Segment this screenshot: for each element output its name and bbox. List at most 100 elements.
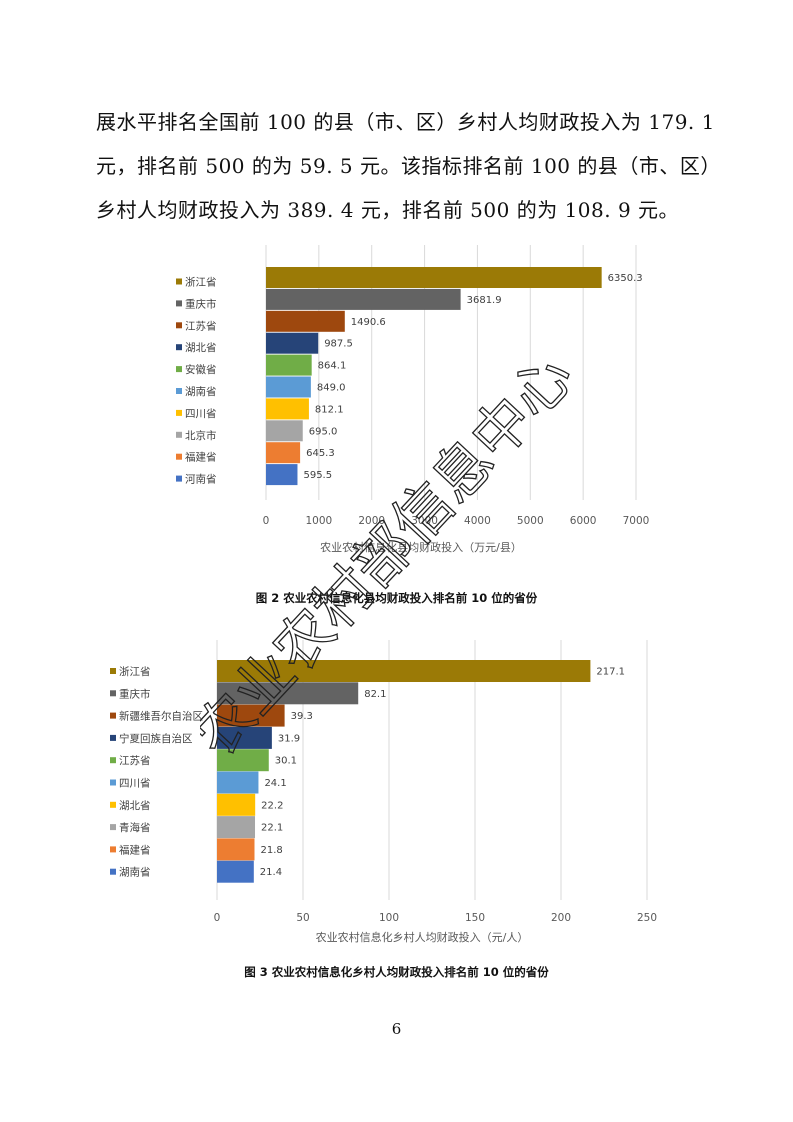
- legend-label: 湖北省: [119, 799, 151, 812]
- legend-label: 北京市: [185, 429, 217, 442]
- bar: [217, 860, 254, 883]
- legend-label: 四川省: [119, 777, 151, 790]
- legend-swatch: [110, 712, 116, 719]
- legend-label: 湖南省: [185, 385, 217, 398]
- x-axis-title: 农业农村信息化乡村人均财政投入（元/人）: [316, 930, 529, 944]
- x-axis-title: 农业农村信息化县均财政投入（万元/县）: [320, 540, 522, 554]
- bar: [266, 376, 311, 398]
- bar-value-label: 21.8: [260, 845, 282, 856]
- bar-value-label: 30.1: [275, 756, 297, 767]
- bar-value-label: 22.2: [261, 800, 283, 811]
- bar-value-label: 6350.3: [608, 273, 643, 284]
- x-tick-label: 1000: [305, 515, 332, 527]
- bar-value-label: 31.9: [278, 733, 300, 744]
- x-tick-label: 0: [214, 912, 221, 924]
- legend-swatch: [176, 409, 182, 416]
- bar-value-label: 849.0: [317, 383, 346, 394]
- legend-swatch: [110, 868, 116, 875]
- x-tick-label: 100: [379, 912, 399, 924]
- legend-label: 浙江省: [185, 276, 217, 289]
- legend-label: 重庆市: [119, 687, 151, 700]
- bar-value-label: 24.1: [264, 778, 286, 789]
- legend-swatch: [176, 278, 182, 285]
- x-tick-label: 2000: [358, 515, 385, 527]
- bar: [217, 704, 285, 727]
- bar: [266, 267, 602, 288]
- legend-label: 安徽省: [185, 363, 217, 376]
- x-tick-label: 3000: [411, 515, 438, 527]
- body-line: 乡村人均财政投入为 389. 4 元，排名前 500 的为 108. 9 元。: [96, 198, 680, 222]
- bar-value-label: 595.5: [303, 470, 332, 481]
- legend-swatch: [110, 757, 116, 764]
- legend-swatch: [110, 846, 116, 853]
- legend-label: 福建省: [185, 451, 217, 464]
- body-line: 元，排名前 500 的为 59. 5 元。该指标排名前 100 的县（市、区）: [96, 154, 721, 178]
- body-paragraph: 展水平排名全国前 100 的县（市、区）乡村人均财政投入为 179. 1 元，排…: [96, 100, 721, 232]
- bar: [217, 660, 591, 682]
- legend-label: 宁夏回族自治区: [119, 732, 193, 745]
- bar-value-label: 217.1: [596, 667, 625, 678]
- bar: [217, 749, 269, 772]
- legend-swatch: [110, 779, 116, 786]
- legend-swatch: [176, 388, 182, 394]
- legend-label: 福建省: [119, 843, 151, 856]
- legend-swatch: [176, 366, 182, 373]
- bar-value-label: 3681.9: [467, 295, 502, 306]
- bar: [266, 398, 309, 420]
- legend-label: 浙江省: [119, 665, 151, 678]
- legend-label: 四川省: [185, 407, 217, 420]
- legend-swatch: [110, 824, 116, 831]
- bar: [266, 288, 461, 310]
- bar: [217, 726, 272, 749]
- legend-swatch: [176, 475, 182, 482]
- bar-value-label: 864.1: [318, 361, 347, 372]
- x-tick-label: 0: [263, 515, 270, 527]
- x-tick-label: 50: [296, 912, 309, 924]
- bar: [266, 464, 298, 486]
- bar-value-label: 82.1: [364, 689, 386, 700]
- bar-value-label: 645.3: [306, 448, 335, 459]
- x-tick-label: 7000: [623, 515, 650, 527]
- legend-label: 江苏省: [185, 319, 217, 332]
- body-line: 展水平排名全国前 100 的县（市、区）乡村人均财政投入为 179. 1: [96, 110, 715, 134]
- x-tick-label: 4000: [464, 515, 491, 527]
- bar: [266, 442, 301, 464]
- legend-label: 湖南省: [119, 866, 151, 879]
- figure-caption-2: 图 2 农业农村信息化县均财政投入排名前 10 位的省份: [255, 591, 538, 605]
- legend-label: 新疆维吾尔自治区: [119, 710, 203, 723]
- bar: [217, 682, 359, 705]
- bar-value-label: 39.3: [291, 711, 313, 722]
- page-number: 6: [391, 1020, 402, 1038]
- legend-label: 湖北省: [185, 341, 217, 354]
- legend-label: 河南省: [185, 473, 217, 486]
- legend-label: 青海省: [119, 821, 151, 834]
- legend-swatch: [110, 690, 116, 697]
- bar: [217, 771, 259, 794]
- legend-label: 江苏省: [119, 754, 151, 767]
- bar-value-label: 22.1: [261, 823, 283, 834]
- legend-swatch: [176, 300, 182, 307]
- bar-value-label: 987.5: [324, 339, 353, 350]
- legend-swatch: [110, 668, 116, 674]
- legend-swatch: [110, 801, 116, 808]
- bar: [266, 332, 319, 354]
- legend-swatch: [176, 344, 182, 351]
- x-tick-label: 5000: [517, 515, 544, 527]
- bar: [217, 816, 256, 839]
- bar-value-label: 21.4: [260, 867, 282, 878]
- x-tick-label: 150: [465, 912, 485, 924]
- bar: [217, 793, 256, 816]
- bar: [266, 310, 345, 332]
- figure-caption-3: 图 3 农业农村信息化乡村人均财政投入排名前 10 位的省份: [244, 965, 549, 979]
- x-tick-label: 200: [551, 912, 571, 924]
- x-tick-label: 250: [637, 912, 657, 924]
- x-tick-label: 6000: [570, 515, 597, 527]
- bar: [217, 838, 255, 861]
- legend-swatch: [176, 453, 182, 460]
- bar-value-label: 812.1: [315, 404, 344, 415]
- bar-value-label: 695.0: [309, 426, 338, 437]
- bar: [266, 420, 303, 442]
- bar: [266, 354, 312, 376]
